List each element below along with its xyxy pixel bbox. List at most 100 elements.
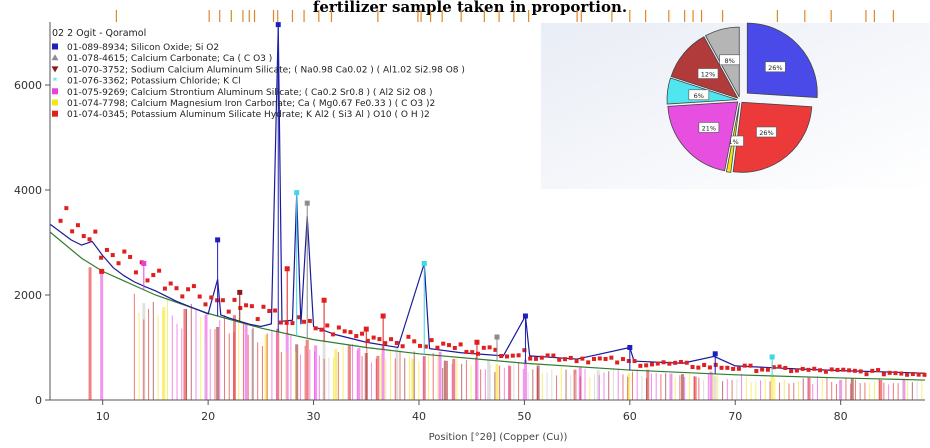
reference-stick (285, 332, 289, 400)
profile-point (64, 206, 69, 211)
legend-marker (52, 110, 58, 117)
profile-point (249, 304, 254, 309)
profile-point (203, 302, 208, 307)
reference-stick (713, 376, 717, 400)
pie-label-box (697, 68, 719, 79)
figure-title-fragment: fertilizer sample taken in proportion. (313, 0, 627, 16)
reference-stick (244, 324, 248, 400)
reference-stick (162, 307, 166, 400)
profile-point (145, 278, 150, 283)
profile-point (226, 309, 231, 314)
x-tick-label: 10 (96, 410, 110, 423)
reference-stick (334, 349, 338, 400)
profile-point (916, 372, 921, 377)
profile-point (794, 368, 799, 373)
profile-point (626, 358, 631, 363)
profile-point (93, 229, 98, 234)
legend-marker (51, 66, 59, 73)
profile-point (603, 356, 608, 361)
profile-point (736, 366, 741, 371)
profile-point (336, 325, 341, 330)
profile-point (278, 320, 283, 325)
profile-point (331, 332, 336, 337)
profile-point (476, 351, 481, 356)
profile-point (371, 335, 376, 340)
reference-stick (839, 379, 843, 400)
profile-point (557, 357, 562, 362)
pie-slice-label: 12% (701, 71, 715, 79)
profile-point (667, 361, 672, 366)
legend-entry: 01-076-3362; Potassium Chloride; K Cl (67, 77, 241, 87)
profile-point (110, 253, 115, 258)
reference-stick (669, 373, 673, 400)
reference-stick (495, 363, 499, 400)
profile-point (423, 344, 428, 349)
pie-slice-label: 26% (759, 129, 773, 137)
profile-point (649, 362, 654, 367)
y-tick-label: 2000 (14, 289, 42, 302)
reference-stick (183, 309, 187, 400)
profile-point (615, 360, 620, 365)
profile-point (412, 339, 417, 344)
profile-point (539, 355, 544, 360)
profile-point (180, 294, 185, 299)
profile-point (789, 369, 794, 374)
profile-point (899, 371, 904, 376)
reference-stick (216, 326, 220, 400)
profile-point (760, 367, 765, 372)
legend-entry: 01-089-8934; Silicon Oxide; Si O2 (67, 43, 219, 53)
profile-point (847, 368, 852, 373)
reference-stick (523, 359, 527, 400)
reference-stick (276, 328, 280, 400)
profile-point (255, 317, 260, 322)
reference-stick (443, 360, 447, 400)
legend-entry: 01-078-4615; Calcium Carbonate; Ca ( C O… (67, 54, 272, 64)
measured-pattern (49, 27, 926, 374)
profile-point (858, 369, 863, 374)
reference-stick (314, 345, 318, 400)
profile-point (881, 372, 886, 377)
legend: 02 2 Ogit - Qoramol 01-089-8934; Silicon… (51, 28, 465, 120)
profile-point (481, 345, 486, 350)
profile-point (771, 365, 776, 370)
profile-point (377, 337, 382, 342)
profile-point (220, 298, 225, 303)
reference-stick (807, 377, 811, 400)
profile-point (186, 287, 191, 292)
reference-stick (627, 373, 631, 400)
legend-entry: 01-074-0345; Potassium Aluminum Silicate… (67, 110, 430, 120)
x-tick-label: 80 (834, 410, 848, 423)
legend-marker (51, 54, 59, 61)
profile-point (812, 366, 817, 371)
reference-stick (305, 339, 309, 400)
profile-point (116, 261, 121, 266)
x-tick-label: 50 (517, 410, 531, 423)
reference-stick (250, 329, 254, 400)
sample-name: 02 2 Ogit - Qoramol (52, 28, 146, 39)
profile-point (302, 319, 307, 324)
legend-entry: 01-070-3752; Sodium Calcium Aluminum Sil… (67, 65, 465, 75)
peak-markers (58, 22, 927, 377)
y-tick-label: 0 (35, 394, 42, 407)
profile-point (719, 365, 724, 370)
profile-point (841, 367, 846, 372)
profile-point (533, 356, 538, 361)
reference-stick (475, 359, 479, 400)
profile-point (754, 369, 759, 374)
profile-point (232, 297, 237, 302)
profile-point (122, 249, 127, 254)
pie-slice-label: 26% (768, 64, 782, 72)
profile-point (452, 345, 457, 350)
reference-stick (364, 353, 368, 400)
reference-stick (850, 378, 854, 400)
axes: 10 20 30 40 50 60 70 80 0 2000 4000 6000 (14, 22, 925, 423)
pie-label-box (756, 126, 777, 138)
profile-point (447, 343, 452, 348)
legend-entry: 01-075-9269; Calcium Strontium Aluminum … (67, 88, 433, 98)
reference-stick (508, 366, 512, 400)
profile-point (394, 340, 399, 345)
profile-point (655, 361, 660, 366)
reference-stick (573, 369, 577, 400)
profile-point (893, 371, 898, 376)
pie-slice-label: 21% (702, 124, 716, 132)
